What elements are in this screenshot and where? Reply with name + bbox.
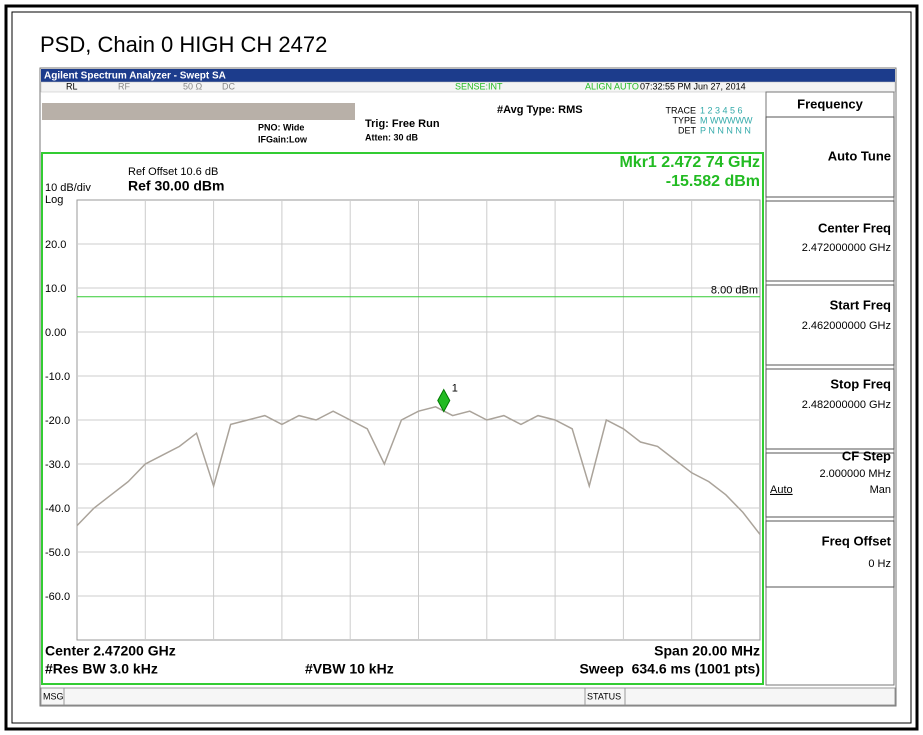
atten: Atten: 30 dB xyxy=(365,132,419,142)
softkey-menu: Frequency xyxy=(797,96,864,111)
y-tick-label: -60.0 xyxy=(45,591,70,603)
softkey-value: 2.462000000 GHz xyxy=(802,320,891,332)
trig: Trig: Free Run xyxy=(365,118,440,130)
marker-level: -15.582 dBm xyxy=(666,173,760,190)
softkey-man: Man xyxy=(870,484,891,496)
softkey-value: 0 Hz xyxy=(868,558,891,570)
y-tick-label: -40.0 xyxy=(45,503,70,515)
trace xyxy=(76,406,761,535)
y-tick-label: -50.0 xyxy=(45,547,70,559)
softkey-value: 2.482000000 GHz xyxy=(802,399,891,411)
ref-offset: Ref Offset 10.6 dB xyxy=(128,166,218,178)
softkey-label: Start Freq xyxy=(830,297,891,312)
softkey-button[interactable] xyxy=(765,452,895,518)
span: Span 20.00 MHz xyxy=(654,643,760,659)
title-bar xyxy=(41,69,895,82)
status-sense: SENSE:INT xyxy=(455,81,503,91)
det-vals: P N N N N N xyxy=(700,125,751,135)
center-freq: Center 2.47200 GHz xyxy=(45,643,176,659)
display-line-label: 8.00 dBm xyxy=(711,285,758,297)
marker xyxy=(437,388,451,413)
status-coupling: DC xyxy=(222,81,235,91)
y-tick-label: 10.0 xyxy=(45,283,66,295)
softkey-value: 2.000000 MHz xyxy=(819,468,891,480)
softkey-label: CF Step xyxy=(842,448,891,463)
marker-label: 1 xyxy=(452,382,458,394)
msg-label: MSG xyxy=(43,691,64,701)
sweep: Sweep 634.6 ms (1001 pts) xyxy=(579,661,760,677)
status-impedance: 50 Ω xyxy=(183,81,203,91)
progress-bar xyxy=(42,103,355,120)
softkey-button[interactable] xyxy=(765,200,895,282)
vbw: #VBW 10 kHz xyxy=(305,661,394,677)
softkey-label: Freq Offset xyxy=(822,533,892,548)
avg-type: #Avg Type: RMS xyxy=(497,104,583,116)
softkey-value: 2.472000000 GHz xyxy=(802,242,891,254)
inner-frame xyxy=(11,11,912,724)
scale-log: Log xyxy=(45,194,63,206)
y-tick-label: -10.0 xyxy=(45,371,70,383)
type-label: TYPE xyxy=(672,115,696,125)
page-title: PSD, Chain 0 HIGH CH 2472 xyxy=(40,32,327,57)
scale: 10 dB/div xyxy=(45,182,91,194)
status-rf: RF xyxy=(118,81,130,91)
ref-level: Ref 30.00 dBm xyxy=(128,178,224,194)
message-bar xyxy=(40,687,896,706)
softkey-auto: Auto xyxy=(770,484,793,496)
status-label: STATUS xyxy=(587,691,621,701)
trace-nums: 1 2 3 4 5 6 xyxy=(700,105,743,115)
softkey-button[interactable] xyxy=(765,368,895,450)
screen xyxy=(39,67,897,707)
det-label: DET xyxy=(678,125,697,135)
status-align: ALIGN AUTO xyxy=(585,81,639,91)
softkey-label: Auto Tune xyxy=(828,148,891,163)
softkey-label: Center Freq xyxy=(818,220,891,235)
type-vals: M WWWWW xyxy=(700,115,753,125)
softkey-label: Stop Freq xyxy=(830,376,891,391)
y-tick-label: -20.0 xyxy=(45,415,70,427)
marker-freq: Mkr1 2.472 74 GHz xyxy=(619,154,760,171)
ifgain: IFGain:Low xyxy=(258,134,308,144)
status-bar xyxy=(40,81,896,93)
softkey-button[interactable] xyxy=(765,520,895,588)
trace-label: TRACE xyxy=(665,105,696,115)
status-time: 07:32:55 PM Jun 27, 2014 xyxy=(640,81,746,91)
y-tick-label: -30.0 xyxy=(45,459,70,471)
status-rl: RL xyxy=(66,81,78,91)
pno: PNO: Wide xyxy=(258,122,304,132)
outer-frame xyxy=(4,4,919,731)
softkey-button[interactable] xyxy=(765,284,895,366)
y-tick-label: 20.0 xyxy=(45,239,66,251)
softkey-button[interactable] xyxy=(765,116,895,198)
rbw: #Res BW 3.0 kHz xyxy=(45,661,158,677)
app-title: Agilent Spectrum Analyzer - Swept SA xyxy=(44,71,226,82)
y-tick-label: 0.00 xyxy=(45,327,66,339)
plot-panel xyxy=(41,152,764,685)
